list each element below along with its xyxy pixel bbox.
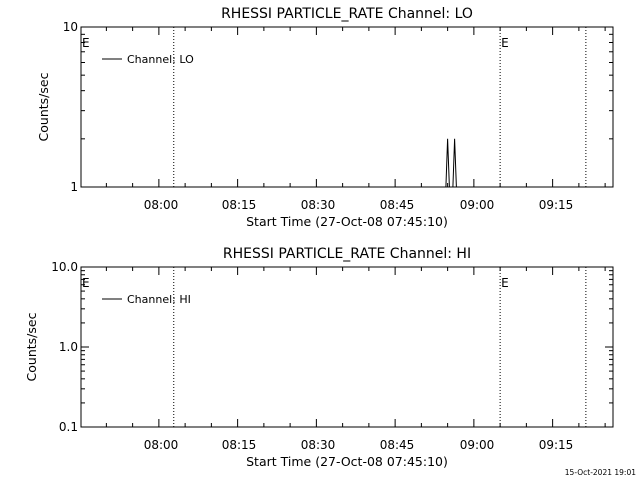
event-annotation: E — [82, 276, 90, 290]
x-tick-label: 08:30 — [301, 198, 336, 212]
x-axis-label: Start Time (27-Oct-08 07:45:10) — [246, 454, 448, 469]
y-tick-label: 10 — [63, 20, 78, 34]
footer-timestamp: 15-Oct-2021 19:01 — [565, 468, 636, 477]
x-tick-label: 08:45 — [380, 198, 415, 212]
plot-frame — [80, 26, 614, 188]
panel-lo: RHESSI PARTICLE_RATE Channel: LO 10 1 Count… — [36, 6, 614, 229]
event-annotation: E — [501, 36, 509, 50]
x-tick-label: 09:15 — [539, 198, 574, 212]
y-axis-label: Counts/sec — [36, 72, 51, 141]
chart-title: RHESSI PARTICLE_RATE Channel: LO — [221, 6, 473, 22]
x-tick-label: 09:00 — [460, 198, 495, 212]
x-tick-label: 08:00 — [144, 438, 179, 452]
y-tick-label: 10.0 — [51, 260, 78, 274]
data-series-line — [444, 138, 459, 188]
y-tick-label: 0.1 — [59, 420, 78, 434]
plot-frame — [80, 266, 614, 428]
x-tick-label: 09:15 — [539, 438, 574, 452]
event-annotation: E — [82, 36, 90, 50]
chart-title: RHESSI PARTICLE_RATE Channel: HI — [223, 246, 471, 262]
y-tick-label: 1.0 — [59, 340, 78, 354]
x-axis-label: Start Time (27-Oct-08 07:45:10) — [246, 214, 448, 229]
y-axis-label: Counts/sec — [24, 312, 39, 381]
x-tick-label: 08:00 — [144, 198, 179, 212]
x-tick-label: 08:45 — [380, 438, 415, 452]
x-tick-label: 08:30 — [301, 438, 336, 452]
y-tick-label: 1 — [70, 180, 78, 194]
x-tick-label: 09:00 — [460, 438, 495, 452]
x-tick-label: 08:15 — [222, 198, 257, 212]
legend-label: Channel: HI — [127, 293, 191, 306]
x-tick-label: 08:15 — [222, 438, 257, 452]
event-annotation: E — [501, 276, 509, 290]
legend-label: Channel: LO — [127, 53, 194, 66]
panel-hi: RHESSI PARTICLE_RATE Channel: HI 10.0 1.0 0… — [24, 246, 614, 469]
